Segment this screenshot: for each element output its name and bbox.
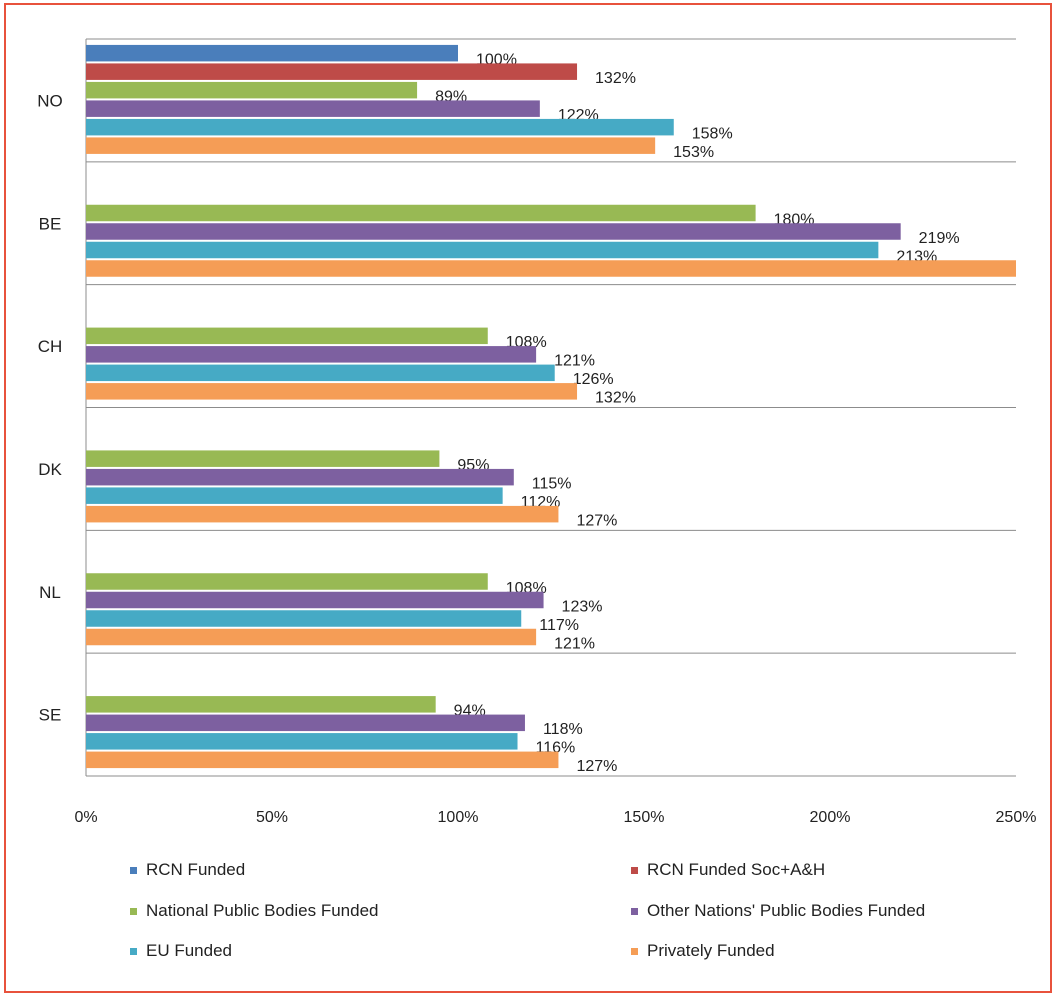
bar [86,260,1016,277]
legend-item-privately-funded: Privately Funded [631,941,775,961]
data-label: 115% [532,475,572,492]
legend-label: Privately Funded [647,941,775,960]
bar [86,44,458,62]
bar [86,696,436,713]
bar [86,714,525,732]
legend-swatch [631,866,638,874]
bar [86,327,488,345]
bar [86,223,901,240]
data-label: 132% [595,390,636,407]
bar [86,591,544,609]
data-label: 153% [673,144,714,161]
bar [86,468,514,486]
x-tick-label: 100% [438,809,479,826]
legend-item-other-nations-public-bodies: Other Nations' Public Bodies Funded [631,901,925,921]
legend-swatch [130,907,137,915]
bar [86,751,559,769]
category-label: BE [39,214,62,233]
legend-swatch [631,907,638,915]
bar [86,610,522,627]
legend-item-national-public-bodies: National Public Bodies Funded [130,901,378,921]
bar [86,346,537,363]
data-label: 127% [576,758,617,775]
legend-label: National Public Bodies Funded [146,901,379,920]
legend-item-rcn-funded-soc-ah: RCN Funded Soc+A&H [631,860,825,880]
bar [86,628,537,646]
bar [86,118,674,136]
bar [86,487,503,504]
data-label: 117% [539,617,579,634]
category-label: CH [38,337,63,356]
legend-item-eu-funded: EU Funded [130,941,232,961]
category-label: DK [38,460,62,479]
x-tick-label: 0% [74,809,97,826]
legend-item-rcn-funded: RCN Funded [130,860,245,880]
data-label: 127% [576,512,617,529]
bar [86,137,656,154]
data-label: 121% [554,635,595,652]
bar [86,383,578,400]
bar [86,63,578,80]
legend-swatch [631,947,638,955]
legend-swatch [130,947,137,955]
bar [86,450,440,467]
data-label: 118% [543,721,583,738]
data-label: 132% [595,70,636,87]
category-label: NL [39,583,61,602]
data-label: 123% [562,598,603,615]
x-tick-label: 250% [996,809,1037,826]
x-tick-label: 200% [810,809,851,826]
bar [86,100,540,117]
data-label: 121% [554,353,595,370]
category-label: SE [39,706,62,725]
bar [86,505,559,523]
legend-swatch [130,866,137,874]
legend-label: Other Nations' Public Bodies Funded [647,901,926,920]
data-label: 158% [692,125,733,142]
bar [86,241,879,259]
bar [86,364,555,382]
legend-label: RCN Funded Soc+A&H [647,860,826,879]
bar [86,573,488,590]
data-label: 126% [573,371,614,388]
bar [86,733,518,750]
bar [86,81,418,99]
x-tick-label: 50% [256,809,288,826]
legend-label: RCN Funded [146,860,246,879]
x-tick-label: 150% [624,809,665,826]
bar [86,204,756,222]
legend-label: EU Funded [146,941,232,960]
data-label: 219% [919,230,960,247]
category-label: NO [37,91,63,110]
